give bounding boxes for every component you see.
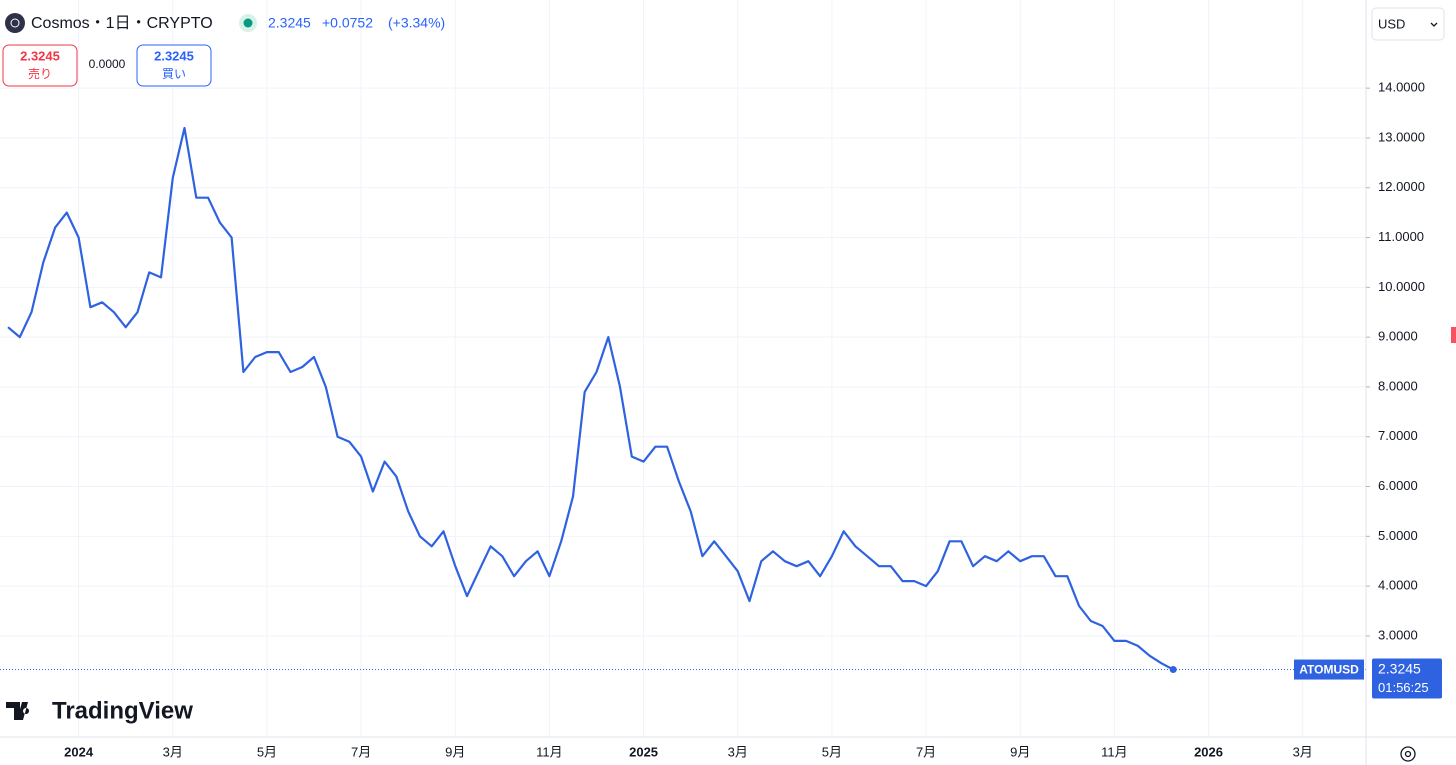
spread: 0.0000 bbox=[89, 57, 126, 71]
x-tick-label: 9月 bbox=[1010, 744, 1030, 759]
y-tick-label: 5.0000 bbox=[1378, 528, 1418, 543]
x-tick-label: 3月 bbox=[1293, 744, 1313, 759]
y-tick-label: 7.0000 bbox=[1378, 428, 1418, 443]
buy-button[interactable] bbox=[136, 44, 212, 87]
price-line bbox=[7, 126, 1174, 671]
buy-label: 買い bbox=[162, 67, 186, 81]
y-tick-label: 10.0000 bbox=[1378, 279, 1425, 294]
settings-icon[interactable] bbox=[1400, 746, 1416, 762]
brand-logo bbox=[6, 702, 30, 720]
plot bbox=[0, 126, 1366, 674]
x-tick-label: 2024 bbox=[64, 744, 94, 759]
chevron bbox=[1430, 22, 1438, 27]
x-tick-label: 3月 bbox=[163, 744, 183, 759]
header-change: +0.0752 bbox=[322, 15, 373, 31]
brand-name: TradingView bbox=[52, 697, 193, 724]
price-tag-label: 2.3245 bbox=[1378, 660, 1421, 676]
header-change-pct: (+3.34%) bbox=[388, 15, 445, 31]
x-tick-label: 9月 bbox=[445, 744, 465, 759]
sell-label: 売り bbox=[28, 66, 52, 81]
coin-icon-ring bbox=[10, 18, 20, 28]
x-tick-label: 7月 bbox=[351, 744, 371, 759]
grid bbox=[0, 0, 1366, 737]
y-tick-label: 4.0000 bbox=[1378, 578, 1418, 593]
status-dot bbox=[243, 18, 253, 28]
y-tick-label: 11.0000 bbox=[1378, 229, 1424, 244]
y-tick-label: 13.0000 bbox=[1378, 129, 1425, 144]
countdown: 01:56:25 bbox=[1378, 680, 1429, 695]
currency-button[interactable] bbox=[1371, 7, 1445, 41]
y-tick-label: 6.0000 bbox=[1378, 478, 1418, 493]
price-tag bbox=[1372, 658, 1442, 699]
settings-icon-center bbox=[1404, 750, 1412, 758]
symbol-title: Cosmos・1日・CRYPTO bbox=[31, 15, 213, 32]
header-price: 2.3245 bbox=[268, 15, 311, 31]
symbol-tag-label: ATOMUSD bbox=[1299, 663, 1359, 677]
x-tick-label: 11月 bbox=[1101, 744, 1128, 759]
x-tick-label: 5月 bbox=[822, 744, 842, 759]
x-tick-label: 7月 bbox=[916, 744, 936, 759]
x-tick-label: 11月 bbox=[536, 744, 563, 759]
currency: USD bbox=[1378, 16, 1405, 31]
y-tick-label: 9.0000 bbox=[1378, 329, 1418, 344]
y-tick-label: 8.0000 bbox=[1378, 378, 1418, 393]
y-tick-label: 12.0000 bbox=[1378, 179, 1425, 194]
x-tick-label: 5月 bbox=[257, 744, 277, 759]
x-tick-label: 2025 bbox=[629, 744, 658, 759]
coin-icon bbox=[5, 13, 25, 33]
marker bbox=[1451, 327, 1456, 343]
symbol-tag bbox=[1294, 659, 1364, 680]
y-tick-label: 3.0000 bbox=[1378, 627, 1418, 642]
buy-price: 2.3245 bbox=[154, 48, 194, 63]
sell-price: 2.3245 bbox=[20, 48, 60, 63]
x-tick-label: 2026 bbox=[1194, 744, 1223, 759]
y-tick-label: 14.0000 bbox=[1378, 80, 1425, 95]
x-tick-label: 3月 bbox=[728, 744, 748, 759]
sell-button[interactable] bbox=[2, 44, 78, 87]
